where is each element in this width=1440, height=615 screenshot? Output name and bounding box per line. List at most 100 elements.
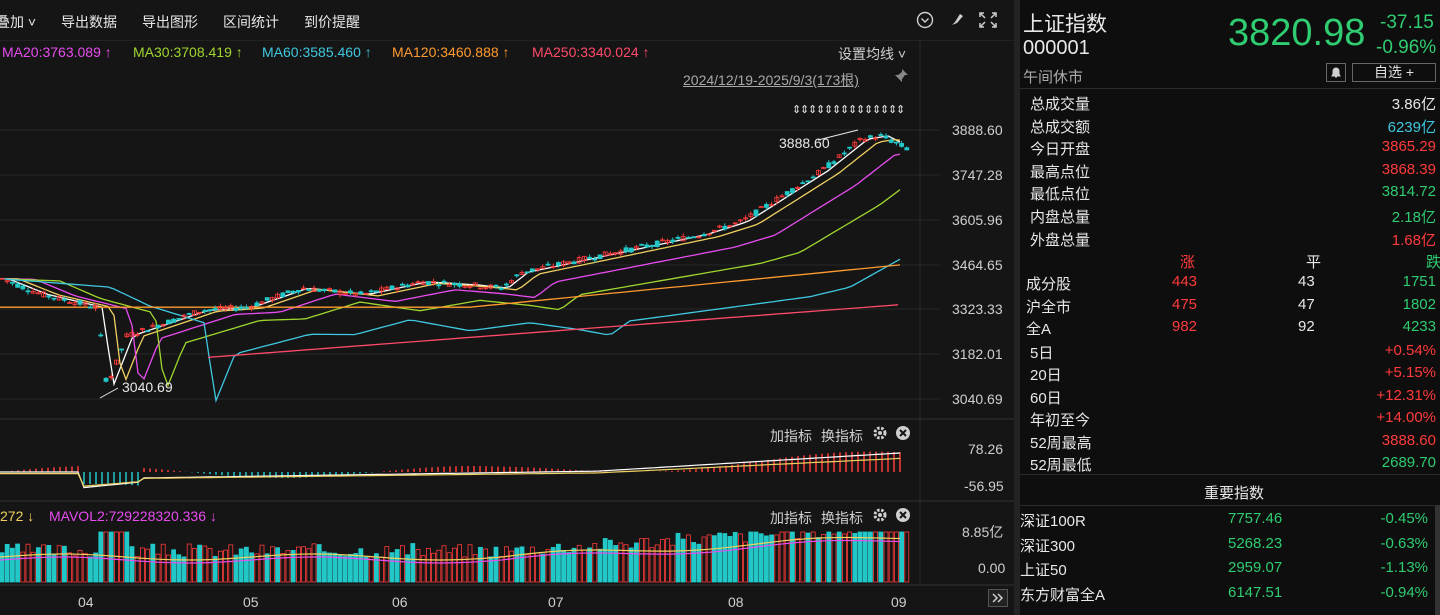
period-label: 60日 <box>1030 389 1062 407</box>
volume-bar <box>134 555 140 583</box>
candle-body <box>451 282 457 286</box>
candle-body <box>738 219 743 222</box>
volume-bar <box>384 546 390 583</box>
bell-icon[interactable] <box>1326 63 1346 82</box>
pin-icon[interactable] <box>893 68 909 87</box>
volume-bar <box>4 544 10 583</box>
index-row[interactable]: 深证100R 7757.46 -0.45% <box>1020 510 1434 534</box>
candle-body <box>883 135 889 139</box>
candle-body <box>842 152 847 155</box>
candle-body <box>181 314 187 318</box>
expand-right-icon[interactable] <box>988 589 1008 612</box>
scrollbar[interactable] <box>1435 505 1440 615</box>
vol-switch-indicator[interactable]: 换指标 <box>821 510 863 526</box>
breadth-header-down: 跌 <box>1426 254 1440 271</box>
candle-body <box>540 266 546 269</box>
volume-bar <box>259 544 265 583</box>
volume-bar <box>62 545 67 583</box>
volume-bar <box>41 544 46 583</box>
close-icon[interactable] <box>895 507 911 526</box>
candle-body <box>826 162 832 169</box>
export-chart-button[interactable]: 导出图形 <box>142 14 198 30</box>
volume-bar <box>321 551 327 583</box>
gear-icon[interactable] <box>872 425 888 444</box>
macd-add-indicator[interactable]: 加指标 <box>770 428 812 444</box>
candle-body <box>191 310 197 316</box>
date-range-label[interactable]: 2024/12/19-2025/9/3(173根) <box>683 72 859 88</box>
candle-body <box>571 261 577 265</box>
fullscreen-icon[interactable] <box>978 11 998 34</box>
candle-body <box>238 306 244 309</box>
collapse-circle-icon[interactable] <box>916 11 934 34</box>
price-tick: 3605.96 <box>952 212 1003 228</box>
high-pointer <box>817 129 859 141</box>
candle-body <box>503 283 509 286</box>
macd-switch-indicator[interactable]: 换指标 <box>821 428 863 444</box>
signal-marker: ⇕ <box>824 104 833 116</box>
candle-body <box>342 293 348 295</box>
volume-bar <box>0 552 5 583</box>
candle-body <box>498 287 504 290</box>
candle-body <box>582 256 587 262</box>
candle-body <box>88 306 93 309</box>
volume-bar <box>150 543 156 583</box>
volume-bar <box>530 546 535 583</box>
candle-body <box>576 257 582 264</box>
volume-bar <box>899 531 904 583</box>
candle-body <box>873 137 878 140</box>
kline-chart-area[interactable]: 叠加 ˅ 导出数据 导出图形 区间统计 到价提醒 MA20:3763.089 ↑… <box>0 0 1014 615</box>
stat-label: 内盘总量 <box>1030 209 1091 226</box>
volume-bar <box>145 548 151 583</box>
range-stats-button[interactable]: 区间统计 <box>223 14 279 30</box>
volume-bar <box>862 531 868 583</box>
volume-bar <box>238 548 244 583</box>
candle-body <box>691 236 696 239</box>
volume-bar <box>223 549 229 583</box>
volume-bar <box>644 537 650 583</box>
breadth-up: 443 <box>1172 273 1198 290</box>
volume-bar <box>72 555 78 583</box>
vol-add-indicator[interactable]: 加指标 <box>770 510 812 526</box>
signal-marker: ⇕ <box>864 104 873 116</box>
index-row[interactable]: 深证300 5268.23 -0.63% <box>1020 535 1434 559</box>
candle-body <box>207 309 213 312</box>
candle-body <box>15 283 21 288</box>
close-icon[interactable] <box>895 425 911 444</box>
ma-settings-button[interactable]: 设置均线 ˅ <box>838 46 907 62</box>
volume-bar <box>56 545 62 583</box>
candle-body <box>98 334 104 337</box>
index-row[interactable]: 上证50 2959.07 -1.13% <box>1020 559 1434 583</box>
candle-body <box>280 292 286 298</box>
ma120-line <box>0 264 901 308</box>
signal-marker: ⇕ <box>816 104 825 116</box>
candle-body <box>795 186 800 189</box>
candle-body <box>602 251 608 257</box>
export-data-button[interactable]: 导出数据 <box>61 14 117 30</box>
candle-body <box>899 143 904 147</box>
volume-bar <box>51 553 57 583</box>
volume-bar <box>269 546 275 583</box>
volume-bar <box>795 537 800 583</box>
candle-body <box>379 287 385 292</box>
volume-bar <box>20 551 26 583</box>
volume-bar <box>25 543 31 583</box>
candle-body <box>550 265 556 268</box>
gear-icon[interactable] <box>872 507 888 526</box>
volume-bar <box>301 546 307 583</box>
add-watchlist-button[interactable]: 自选 + <box>1352 63 1436 82</box>
brush-icon[interactable] <box>948 11 966 34</box>
breadth-label: 沪全市 <box>1026 298 1072 316</box>
price-tick: 3747.28 <box>952 167 1003 183</box>
candle-body <box>847 146 852 149</box>
volume-bar <box>373 553 379 583</box>
price-alert-button[interactable]: 到价提醒 <box>304 14 360 30</box>
candle-body <box>410 283 416 286</box>
overlay-menu[interactable]: 叠加 ˅ <box>0 12 36 32</box>
volume-bar <box>790 531 795 583</box>
index-row[interactable]: 东方财富全A 6147.51 -0.94% <box>1020 584 1434 608</box>
volume-bar <box>389 552 395 583</box>
candle-body <box>493 284 499 287</box>
volume-bar <box>868 531 873 583</box>
chart-toolbar: 叠加 ˅ 导出数据 导出图形 区间统计 到价提醒 <box>0 0 1014 41</box>
candle-body <box>561 261 566 266</box>
